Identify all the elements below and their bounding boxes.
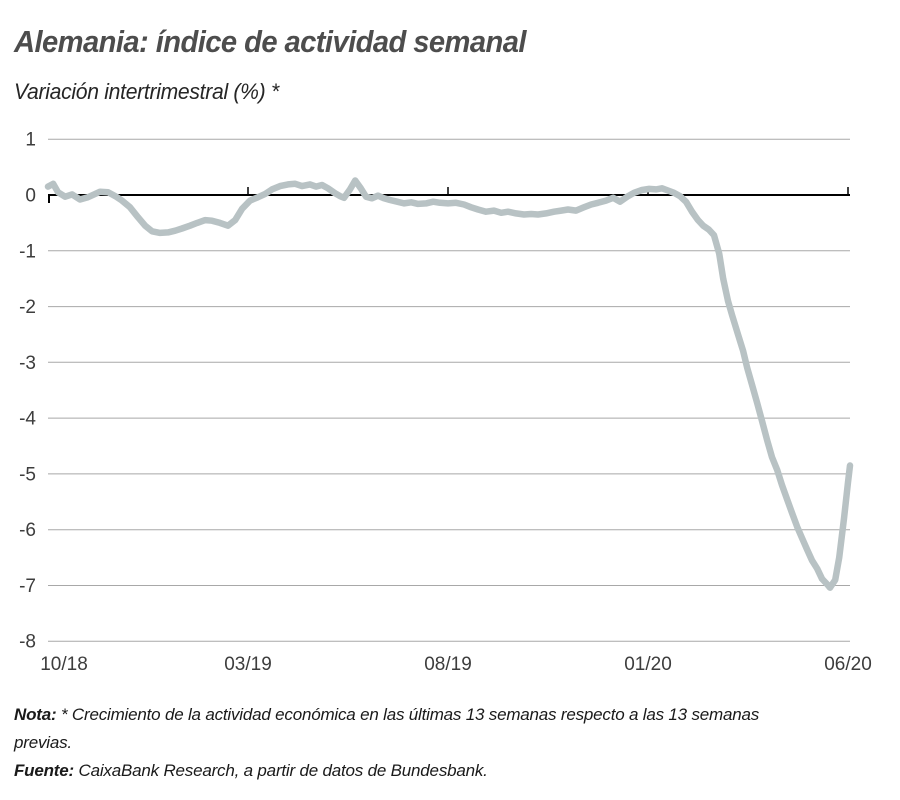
x-axis-label: 08/19 <box>424 654 472 675</box>
chart-title: Alemania: índice de actividad semanal <box>14 24 527 59</box>
source-label: Fuente: <box>14 761 74 780</box>
weekly-activity-index-line <box>44 177 854 591</box>
y-axis-label: -4 <box>19 409 36 430</box>
chart-footnotes: Nota: * Crecimiento de la actividad econ… <box>14 701 886 785</box>
x-axis-label: 01/20 <box>624 654 672 675</box>
y-axis-label: -8 <box>19 632 36 653</box>
note-label: Nota: <box>14 705 57 724</box>
y-axis-label: 0 <box>25 186 36 207</box>
source-text: Fuente: CaixaBank Research, a partir de … <box>14 761 488 780</box>
x-axis-label: 03/19 <box>224 654 272 675</box>
x-axis-label: 10/18 <box>40 654 88 675</box>
y-axis-label: -1 <box>19 241 36 262</box>
line-chart-canvas: 1 0 -1 -2 -3 -4 -5 -6 -7 -810/18 03/19 08/19 01/20 06… <box>19 130 872 675</box>
y-axis-label: -6 <box>19 520 36 541</box>
y-axis-label: -2 <box>19 297 36 318</box>
note-text: Nota: * Crecimiento de la actividad econ… <box>14 705 760 752</box>
x-axis-label: 06/20 <box>824 654 872 675</box>
y-axis-label: -7 <box>19 576 36 597</box>
y-axis-label: -5 <box>19 464 36 485</box>
y-axis-label: 1 <box>25 130 36 151</box>
y-axis-label: -3 <box>19 353 36 374</box>
chart-subtitle: Variación intertrimestral (%) * <box>14 79 279 104</box>
